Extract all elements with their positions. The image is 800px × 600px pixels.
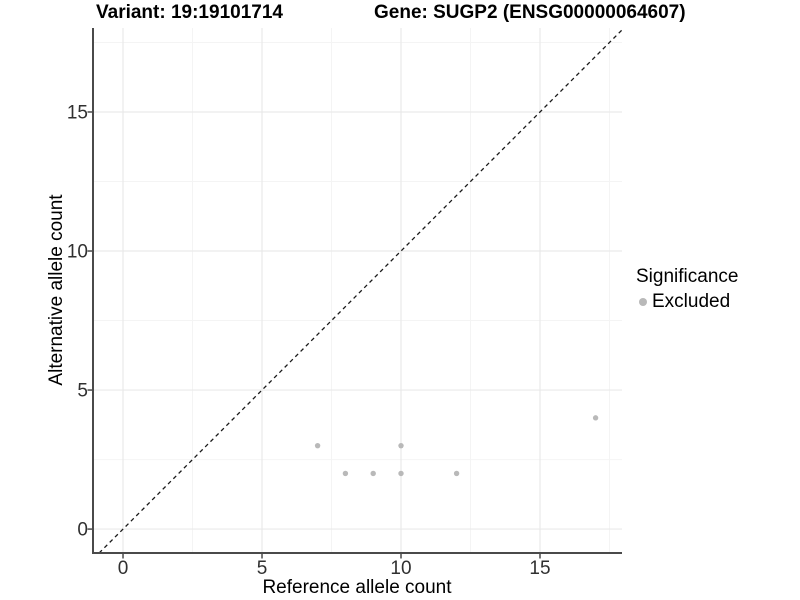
plot-layers [87,28,623,559]
legend-item-label: Excluded [652,291,731,312]
x-tick-label: 0 [118,558,129,579]
data-point [398,470,404,477]
title-variant: Variant: 19:19101714 [96,2,283,23]
x-tick-label: 5 [257,558,268,579]
legend-title: Significance [636,266,739,287]
x-tick-label: 10 [390,558,411,579]
data-point [314,442,321,449]
data-point [342,470,349,477]
data-point [453,470,460,477]
y-tick-label: 10 [67,242,88,263]
x-tick-label: 15 [529,558,550,579]
y-axis-title: Alternative allele count [46,194,67,386]
tick-labels: 0 5 10 15 0 5 10 15 [67,102,551,579]
identity-line [98,29,623,554]
x-axis-title: Reference allele count [262,577,452,598]
title-gene: Gene: SUGP2 (ENSG00000064607) [374,2,686,23]
y-tick-label: 15 [67,102,88,123]
legend: Significance Excluded [636,266,738,312]
y-tick-label: 0 [77,520,88,541]
y-tick-label: 5 [77,381,88,402]
legend-item-excluded: Excluded [636,291,738,312]
data-point [398,442,404,449]
data-point [592,415,599,421]
data-point [370,470,376,477]
excluded-point-icon [639,297,647,306]
